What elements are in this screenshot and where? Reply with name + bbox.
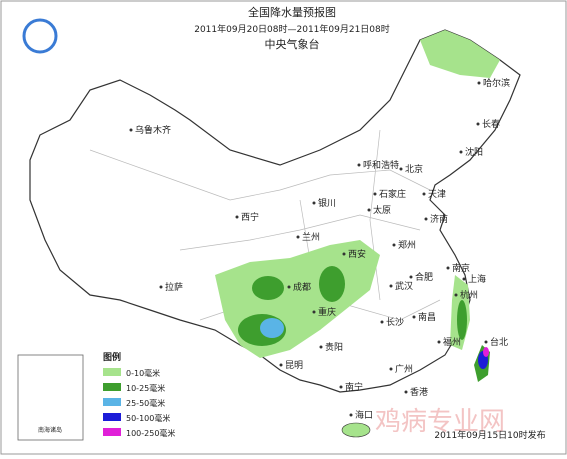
rain-area	[260, 318, 284, 338]
inset-label: 南海诸岛	[38, 426, 62, 434]
hainan	[341, 422, 371, 438]
rain-area	[457, 300, 467, 340]
city-dot	[296, 235, 300, 239]
period: 2011年09月20日08时—2011年09月21日08时	[194, 23, 390, 35]
rain-area	[420, 30, 500, 78]
city-label: 北京	[405, 163, 423, 175]
city-label: 太原	[373, 204, 391, 216]
logo	[22, 18, 58, 54]
legend-label: 25-50毫米	[126, 398, 165, 408]
city-label: 西安	[348, 248, 366, 260]
city-dot	[235, 215, 239, 219]
city-label: 南宁	[345, 381, 363, 393]
city-dot	[392, 243, 396, 247]
rain-area	[483, 347, 489, 357]
city-dot	[484, 340, 488, 344]
city-label: 昆明	[285, 360, 303, 371]
city-dot	[367, 208, 371, 212]
city-label: 天津	[428, 189, 446, 200]
city-label: 台北	[490, 336, 508, 348]
city-dot	[477, 81, 481, 85]
city-dot	[287, 285, 291, 289]
city-dot	[312, 310, 316, 314]
city-label: 拉萨	[165, 281, 183, 293]
city-label: 合肥	[415, 271, 433, 283]
city-dot	[389, 367, 393, 371]
city-dot	[399, 167, 403, 171]
city-dot	[389, 284, 393, 288]
city-dot	[462, 277, 466, 281]
city-label: 贵阳	[325, 341, 343, 353]
city-dot	[373, 192, 377, 196]
legend-label: 50-100毫米	[126, 413, 170, 423]
city-label: 海口	[355, 409, 373, 421]
watermark: 鸡病专业网	[375, 407, 505, 437]
city-dot	[349, 413, 353, 417]
legend-label: 100-250毫米	[126, 428, 175, 438]
city-label: 成都	[293, 281, 311, 293]
footer: 2011年09月15日10时发布	[434, 429, 545, 441]
city-dot	[476, 122, 480, 126]
city-dot	[409, 275, 413, 279]
country-outline	[29, 29, 521, 393]
city-label: 哈尔滨	[483, 77, 510, 89]
city-label: 重庆	[318, 306, 336, 318]
city-dot	[446, 266, 450, 270]
city-dot	[159, 285, 163, 289]
legend-swatch	[103, 413, 121, 421]
city-label: 石家庄	[379, 188, 406, 200]
city-dot	[357, 163, 361, 167]
city-label: 南昌	[418, 311, 436, 323]
city-dot	[454, 293, 458, 297]
city-dot	[437, 340, 441, 344]
city-label: 郑州	[398, 239, 416, 251]
city-dot	[319, 345, 323, 349]
city-label: 兰州	[302, 231, 320, 243]
city-label: 杭州	[460, 289, 478, 301]
rain-area	[252, 276, 284, 300]
city-dot	[459, 150, 463, 154]
city-dot	[129, 128, 133, 132]
city-dot	[424, 217, 428, 221]
city-label: 长春	[482, 118, 500, 130]
legend-swatch	[103, 383, 121, 391]
legend-swatch	[103, 398, 121, 406]
city-dot	[279, 363, 283, 367]
legend-label: 10-25毫米	[126, 383, 165, 393]
legend-title: 图例	[103, 351, 121, 363]
city-dot	[342, 252, 346, 256]
city-label: 南京	[452, 262, 470, 274]
city-label: 呼和浩特	[363, 159, 399, 171]
city-dot	[339, 385, 343, 389]
city-dot	[412, 315, 416, 319]
city-label: 银川	[318, 197, 336, 209]
city-label: 上海	[468, 273, 486, 285]
city-label: 西宁	[241, 211, 259, 223]
rain-area	[319, 266, 345, 302]
city-label: 长沙	[386, 316, 404, 328]
city-dot	[312, 201, 316, 205]
title: 全国降水量预报图	[248, 5, 336, 19]
city-dot	[404, 390, 408, 394]
city-label: 武汉	[395, 280, 413, 292]
legend-swatch	[103, 368, 121, 376]
legend-label: 0-10毫米	[126, 368, 160, 378]
city-label: 沈阳	[465, 146, 483, 158]
issuer: 中央气象台	[265, 37, 320, 51]
city-label: 乌鲁木齐	[135, 124, 171, 136]
city-dot	[380, 320, 384, 324]
inset-frame	[17, 354, 84, 441]
city-dot	[422, 192, 426, 196]
city-label: 福州	[443, 336, 461, 348]
city-label: 香港	[410, 386, 428, 398]
city-label: 济南	[430, 213, 448, 225]
city-label: 广州	[395, 363, 413, 375]
legend-swatch	[103, 428, 121, 436]
